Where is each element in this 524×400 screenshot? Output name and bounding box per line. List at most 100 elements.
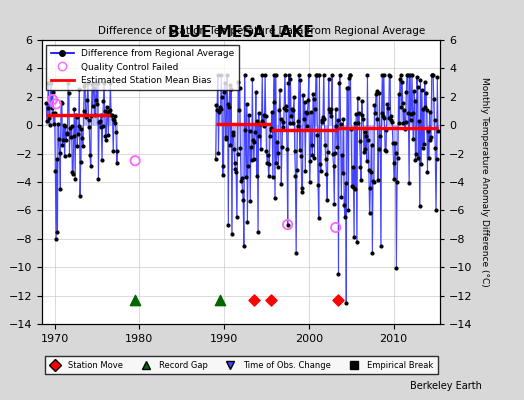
Point	[390, 176, 398, 182]
Point	[425, 108, 434, 115]
Point	[308, 142, 316, 148]
Point	[70, 133, 78, 140]
Point	[298, 188, 306, 195]
Point	[49, 110, 58, 116]
Point	[266, 132, 274, 139]
Point	[388, 119, 396, 125]
Point	[345, 75, 353, 82]
Point	[77, 126, 85, 132]
Point	[70, 106, 79, 112]
Point	[112, 129, 120, 135]
Point	[235, 107, 243, 114]
Point	[273, 139, 281, 145]
Point	[60, 153, 69, 159]
Point	[214, 149, 223, 156]
Point	[368, 250, 377, 256]
Point	[367, 142, 376, 149]
Point	[402, 89, 410, 96]
Point	[351, 119, 359, 126]
Point	[304, 72, 313, 79]
Point	[91, 96, 100, 103]
Point	[280, 105, 288, 111]
Point	[397, 72, 405, 79]
Point	[45, 115, 53, 121]
Point	[64, 79, 72, 86]
Point	[231, 160, 239, 166]
Point	[216, 297, 224, 303]
Point	[103, 110, 112, 116]
Point	[265, 173, 273, 179]
Point	[412, 151, 420, 157]
Point	[314, 182, 322, 188]
Point	[294, 122, 302, 129]
Point	[383, 127, 391, 133]
Point	[51, 167, 60, 174]
Point	[260, 123, 268, 129]
Point	[105, 108, 113, 114]
Point	[290, 94, 298, 100]
Point	[349, 164, 357, 170]
Point	[430, 117, 439, 124]
Point	[270, 72, 278, 79]
Point	[57, 99, 65, 106]
Point	[69, 171, 77, 178]
Point	[269, 173, 277, 180]
Point	[366, 185, 375, 192]
Point	[334, 117, 342, 123]
Point	[48, 88, 57, 95]
Point	[227, 86, 235, 92]
Point	[52, 236, 60, 242]
Point	[341, 180, 350, 187]
Point	[272, 160, 280, 166]
Point	[353, 95, 362, 102]
Point	[359, 116, 367, 122]
Point	[351, 186, 359, 192]
Point	[431, 145, 440, 152]
Point	[301, 168, 310, 175]
Point	[375, 90, 384, 96]
Point	[86, 163, 95, 170]
Point	[434, 128, 442, 135]
Point	[223, 72, 231, 79]
Point	[239, 197, 247, 204]
Point	[84, 80, 92, 86]
Point	[219, 172, 227, 178]
Point	[82, 112, 91, 118]
Point	[50, 121, 58, 127]
Point	[267, 126, 275, 133]
Point	[225, 104, 233, 110]
Point	[77, 158, 85, 165]
Point	[411, 157, 420, 164]
Point	[378, 72, 387, 79]
Point	[312, 72, 321, 79]
Point	[379, 113, 387, 119]
Point	[241, 72, 249, 79]
Point	[423, 169, 432, 175]
Point	[296, 147, 304, 154]
Point	[318, 119, 326, 126]
Point	[216, 104, 224, 110]
Point	[47, 79, 56, 86]
Point	[211, 156, 220, 162]
Point	[353, 239, 361, 246]
Point	[244, 163, 252, 169]
Point	[323, 197, 331, 204]
Point	[430, 96, 438, 102]
Point	[343, 85, 352, 91]
Point	[48, 96, 57, 103]
Point	[50, 110, 59, 116]
Point	[64, 90, 73, 96]
Point	[267, 297, 275, 303]
Point	[61, 123, 69, 130]
Point	[393, 179, 401, 185]
Point	[330, 163, 338, 169]
Point	[227, 231, 236, 237]
Point	[326, 109, 334, 115]
Point	[56, 186, 64, 192]
Point	[316, 168, 325, 174]
Point	[334, 271, 343, 278]
Point	[403, 72, 411, 79]
Point	[255, 133, 264, 140]
Point	[428, 72, 436, 79]
Point	[275, 107, 283, 113]
